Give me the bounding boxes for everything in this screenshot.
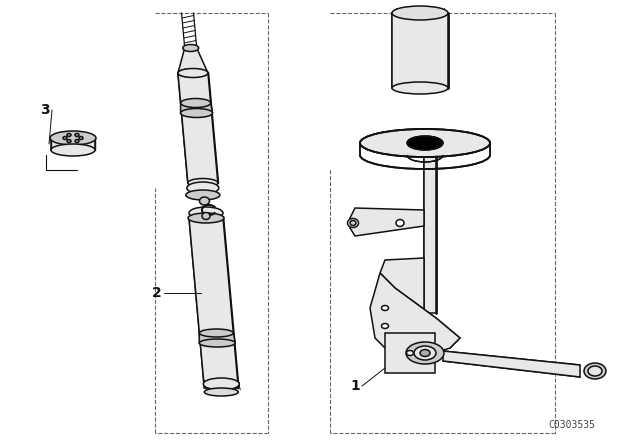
Ellipse shape — [178, 69, 208, 77]
Ellipse shape — [381, 306, 388, 310]
Ellipse shape — [199, 339, 236, 347]
Ellipse shape — [51, 144, 95, 156]
Text: 3: 3 — [40, 103, 50, 117]
Polygon shape — [370, 273, 460, 358]
Ellipse shape — [63, 137, 67, 139]
Polygon shape — [178, 48, 208, 73]
Polygon shape — [380, 258, 460, 348]
Ellipse shape — [67, 134, 71, 137]
Text: C0303535: C0303535 — [548, 420, 595, 430]
Ellipse shape — [67, 139, 71, 142]
Ellipse shape — [407, 136, 443, 150]
Ellipse shape — [348, 219, 358, 228]
Polygon shape — [178, 73, 218, 183]
Ellipse shape — [360, 129, 490, 157]
Ellipse shape — [188, 178, 218, 188]
Ellipse shape — [75, 139, 79, 142]
Polygon shape — [424, 143, 436, 313]
Ellipse shape — [350, 220, 356, 225]
Ellipse shape — [392, 6, 448, 20]
Ellipse shape — [189, 207, 223, 219]
Ellipse shape — [200, 197, 209, 205]
Ellipse shape — [180, 99, 211, 108]
Ellipse shape — [204, 388, 238, 396]
Ellipse shape — [199, 329, 234, 337]
Polygon shape — [51, 138, 95, 150]
Polygon shape — [443, 351, 580, 377]
Ellipse shape — [75, 134, 79, 137]
Ellipse shape — [178, 69, 208, 78]
Polygon shape — [199, 333, 236, 343]
Ellipse shape — [186, 190, 220, 200]
Ellipse shape — [392, 82, 448, 94]
Ellipse shape — [406, 350, 413, 356]
Polygon shape — [180, 103, 212, 113]
Text: 2: 2 — [152, 286, 162, 300]
Ellipse shape — [182, 44, 198, 52]
Ellipse shape — [180, 108, 212, 117]
Ellipse shape — [50, 131, 96, 145]
Ellipse shape — [588, 366, 602, 376]
Ellipse shape — [202, 212, 210, 220]
Ellipse shape — [420, 349, 430, 357]
Ellipse shape — [79, 137, 83, 139]
Ellipse shape — [204, 378, 239, 390]
Ellipse shape — [188, 213, 224, 223]
Ellipse shape — [414, 346, 436, 360]
Polygon shape — [385, 333, 435, 373]
Ellipse shape — [187, 182, 219, 194]
Polygon shape — [189, 218, 238, 388]
Ellipse shape — [396, 220, 404, 227]
Text: 1: 1 — [350, 379, 360, 393]
Polygon shape — [350, 208, 424, 236]
Polygon shape — [392, 13, 448, 88]
Ellipse shape — [381, 323, 388, 328]
Ellipse shape — [406, 342, 444, 364]
Ellipse shape — [584, 363, 606, 379]
